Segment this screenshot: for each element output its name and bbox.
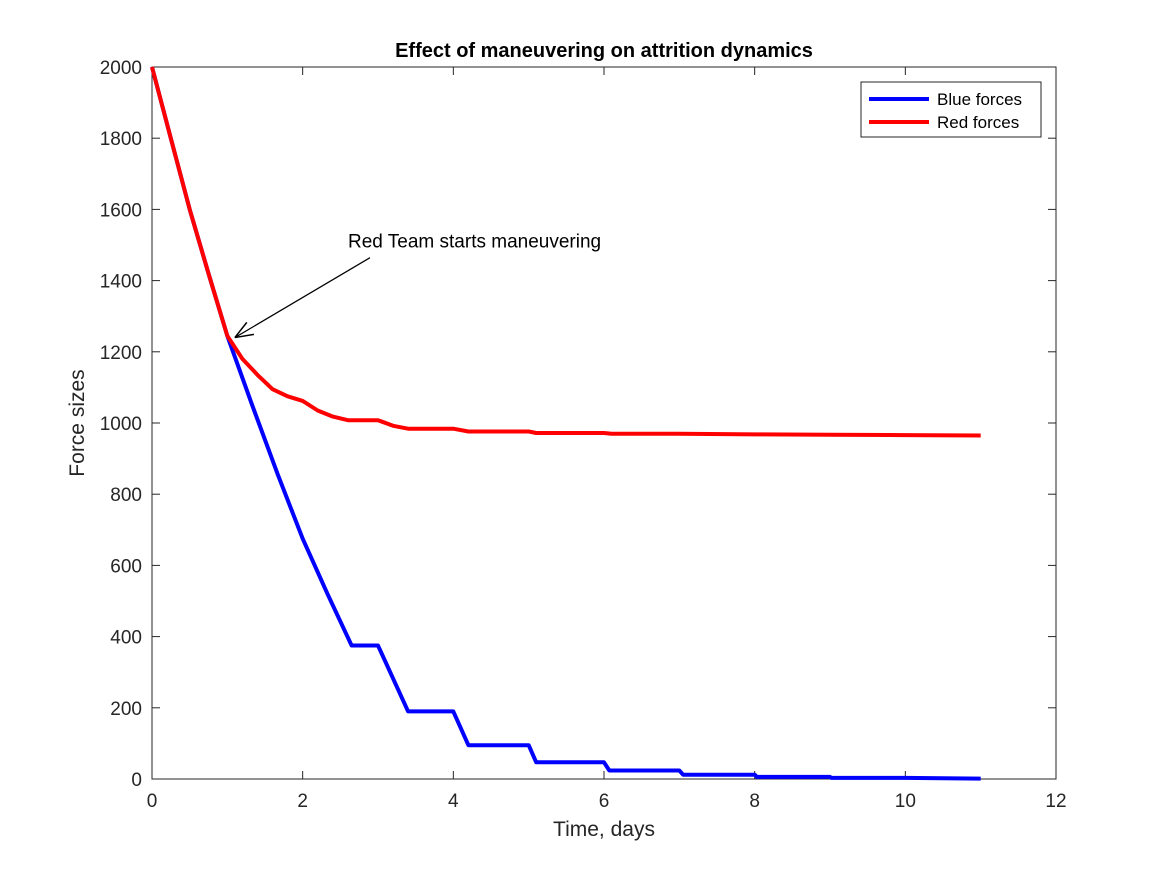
- legend-label: Red forces: [937, 113, 1019, 132]
- plot-area: [151, 66, 1057, 780]
- y-tick-label: 1800: [100, 129, 142, 150]
- annotation-arrow-line: [234, 257, 371, 339]
- series-line-blue-forces: [150, 66, 981, 781]
- annotation-arrow-head: [234, 321, 255, 339]
- x-tick-label: 8: [749, 791, 760, 812]
- legend: Blue forces Red forces: [860, 81, 1042, 138]
- annotation-text: Red Team starts maneuvering: [348, 232, 601, 253]
- axis-ticks: 0 2 4 6 8 10 12 0 200 400 600 800 1000 1200 1400 1600 18…: [100, 58, 1067, 812]
- y-tick-label: 1200: [100, 343, 142, 364]
- chart-title: Effect of maneuvering on attrition dynam…: [395, 40, 813, 62]
- legend-label: Blue forces: [937, 90, 1022, 109]
- series-lines: [150, 66, 981, 781]
- y-tick-label: 1000: [100, 414, 142, 435]
- annotation: Red Team starts maneuvering: [234, 232, 601, 339]
- legend-box: [860, 81, 1042, 138]
- x-tick-label: 6: [599, 791, 610, 812]
- y-tick-label: 1600: [100, 200, 142, 221]
- y-tick-label: 600: [110, 556, 142, 577]
- x-tick-label: 12: [1045, 791, 1066, 812]
- y-tick-label: 400: [110, 628, 142, 649]
- y-tick-label: 1400: [100, 272, 142, 293]
- x-tick-label: 4: [448, 791, 459, 812]
- y-tick-label: 2000: [100, 58, 142, 79]
- series-line-red-forces: [150, 66, 981, 438]
- x-tick-label: 2: [297, 791, 308, 812]
- y-axis-title: Force sizes: [66, 369, 89, 476]
- y-tick-label: 800: [110, 485, 142, 506]
- y-tick-label: 200: [110, 699, 142, 720]
- x-tick-label: 10: [895, 791, 916, 812]
- x-tick-label: 0: [147, 791, 158, 812]
- x-axis-title: Time, days: [553, 818, 655, 841]
- y-tick-label: 0: [131, 770, 142, 791]
